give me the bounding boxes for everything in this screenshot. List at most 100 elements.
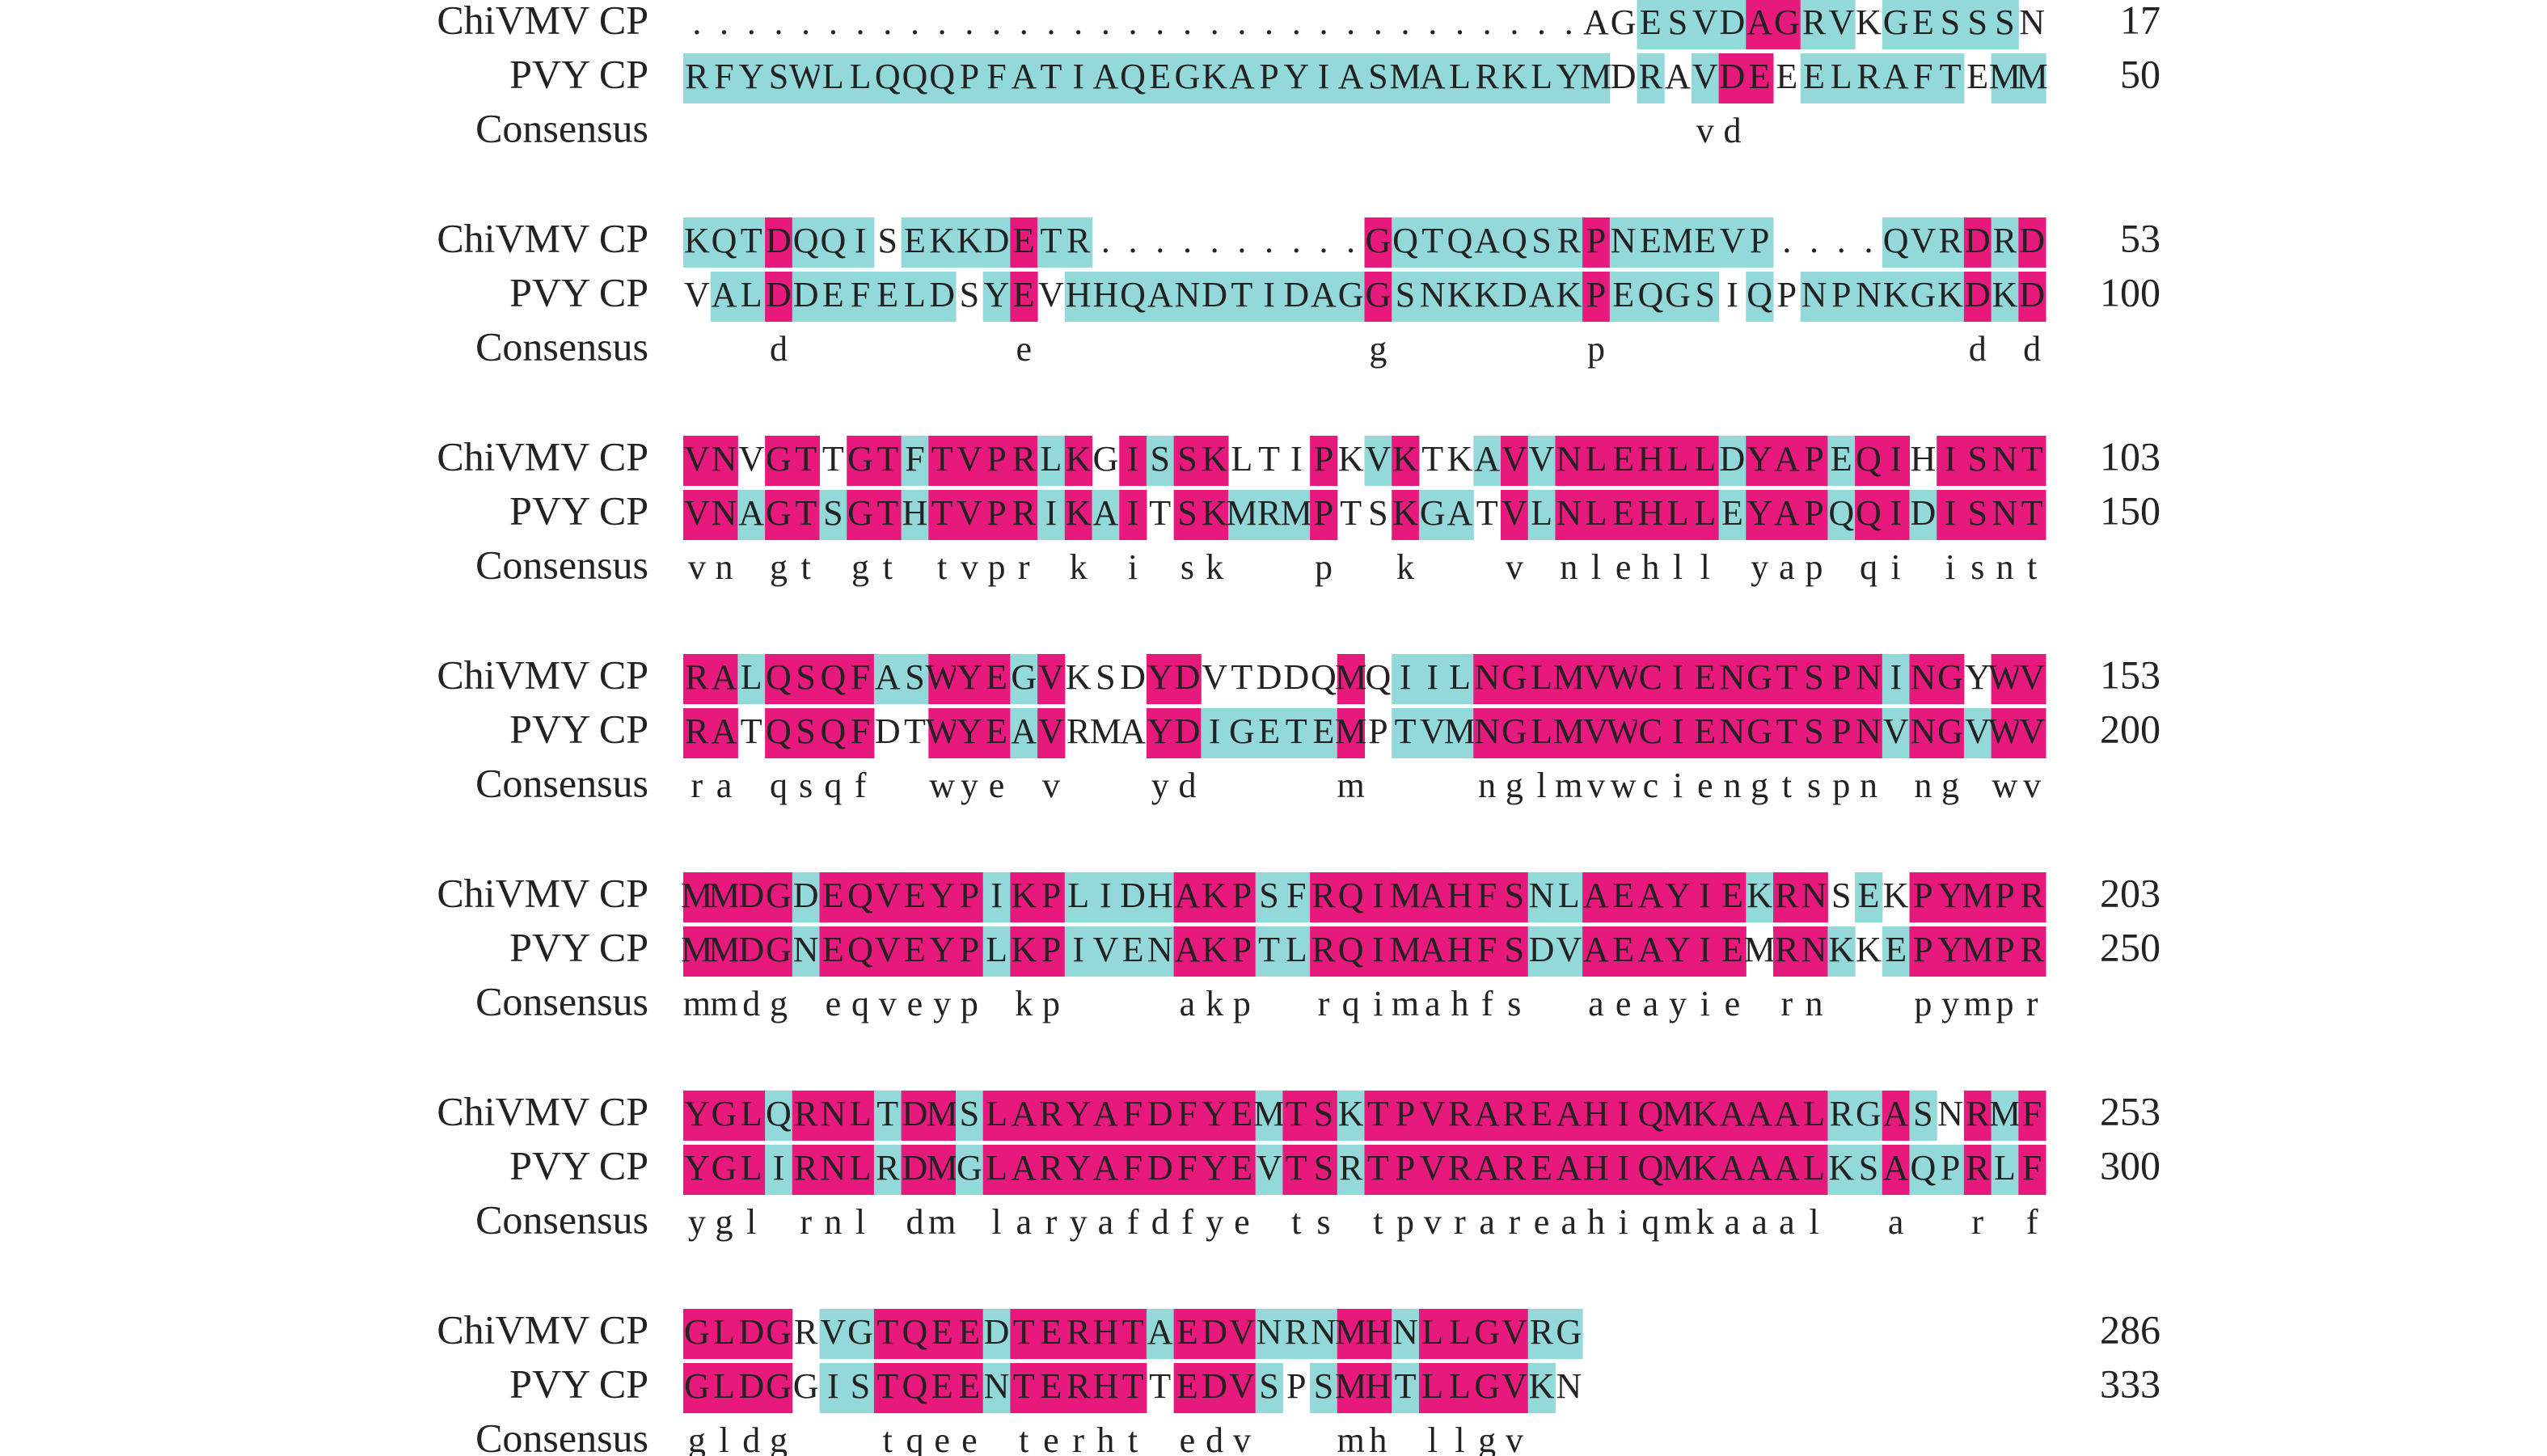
residue: T <box>1041 57 1062 96</box>
residue-shade <box>1555 872 1583 922</box>
residue: . <box>1346 2 1355 42</box>
residue-shade <box>1392 654 1420 704</box>
residue-shade <box>1746 872 1774 922</box>
residue-shade <box>683 53 712 103</box>
residue: N <box>793 930 819 969</box>
residue: M <box>927 1148 958 1188</box>
residue: A <box>738 493 764 533</box>
residue: I <box>1100 876 1112 915</box>
residue: K <box>1828 930 1854 969</box>
residue-shade <box>1664 436 1692 486</box>
residue-shade <box>1501 436 1529 486</box>
residue-shade <box>1255 490 1283 540</box>
residue-shade <box>1010 272 1038 322</box>
residue-shade <box>1637 272 1665 322</box>
residue: A <box>1556 1148 1582 1188</box>
residue: N <box>1992 439 2018 479</box>
residue: K <box>1529 1366 1555 1406</box>
consensus-residue: r <box>1018 547 1030 587</box>
sequence-name: PVY CP <box>509 269 648 314</box>
residue: L <box>1586 439 1607 479</box>
consensus-residue: q <box>770 766 788 805</box>
residue-shade <box>1718 708 1747 758</box>
residue-shade <box>1882 490 1910 540</box>
residue: R <box>1966 1148 1990 1188</box>
residue: A <box>1720 1148 1746 1188</box>
consensus-residue: g <box>770 984 788 1023</box>
residue: I <box>1617 1094 1629 1133</box>
residue: A <box>1092 57 1118 96</box>
residue: V <box>1502 439 1527 479</box>
residue: D <box>929 275 955 314</box>
residue: W <box>1988 711 2022 751</box>
residue-shade <box>1963 490 1992 540</box>
residue: P <box>1041 930 1061 969</box>
residue-shade <box>1800 0 1828 49</box>
residue: V <box>1556 930 1582 969</box>
residue: V <box>1502 1366 1527 1406</box>
consensus-residue: d <box>742 984 760 1023</box>
consensus-residue: n <box>1560 547 1578 587</box>
consensus-residue: e <box>1016 329 1032 369</box>
residue-shade <box>1446 654 1474 704</box>
residue-shade <box>1800 436 1828 486</box>
residue: D <box>1502 275 1527 314</box>
consensus-residue: r <box>1781 984 1793 1023</box>
residue-shade <box>1037 926 1066 977</box>
residue-shade <box>1991 0 2019 49</box>
residue: V <box>875 876 901 915</box>
residue: S <box>1505 930 1524 969</box>
residue: K <box>1202 439 1227 479</box>
residue-shade <box>1228 708 1257 758</box>
residue-shade <box>683 490 712 540</box>
residue: T <box>1122 1312 1144 1352</box>
residue-shade <box>1773 654 1801 704</box>
residue-shade <box>1446 217 1474 268</box>
residue: R <box>1285 1312 1309 1352</box>
residue: L <box>1667 439 1689 479</box>
residue: E <box>1912 2 1934 42</box>
residue: R <box>1802 2 1827 42</box>
end-position: 17 <box>2120 0 2161 42</box>
consensus-residue: w <box>1611 766 1637 805</box>
residue: V <box>684 275 710 314</box>
consensus-residue: v <box>1587 766 1605 805</box>
residue-shade <box>1827 436 1856 486</box>
residue: . <box>965 2 974 42</box>
consensus-residue: s <box>1970 547 1984 587</box>
residue-shade <box>847 490 875 540</box>
residue: Q <box>766 657 792 697</box>
residue: D <box>793 275 819 314</box>
residue-shade <box>1064 436 1092 486</box>
residue-shade <box>1991 708 2019 758</box>
residue-shade <box>847 53 875 103</box>
consensus-residue: e <box>1616 547 1632 587</box>
residue: L <box>904 275 926 314</box>
residue: . <box>1265 221 1274 260</box>
residue-shade <box>1991 272 2019 322</box>
consensus-residue: p <box>988 547 1006 587</box>
residue: F <box>1477 876 1497 915</box>
consensus-residue: a <box>1751 1202 1768 1242</box>
residue: S <box>1151 439 1170 479</box>
residue-shade <box>819 654 847 704</box>
residue-shade <box>1092 926 1120 977</box>
residue: P <box>1259 57 1278 96</box>
residue: L <box>1041 439 1062 479</box>
residue-shade <box>982 708 1011 758</box>
residue: W <box>925 711 959 751</box>
residue: Q <box>1828 493 1854 533</box>
residue: S <box>1314 1094 1333 1133</box>
residue-shade <box>2018 217 2046 268</box>
residue-shade <box>1201 926 1229 977</box>
consensus-residue: d <box>906 1202 923 1242</box>
consensus-residue: m <box>1664 1202 1692 1242</box>
residue: E <box>904 221 926 260</box>
residue: E <box>958 1366 980 1406</box>
residue: G <box>766 493 792 533</box>
consensus-residue: m <box>710 984 737 1023</box>
residue: T <box>1286 1148 1307 1188</box>
residue: A <box>1011 711 1037 751</box>
residue: Y <box>984 275 1010 314</box>
residue: L <box>1067 876 1089 915</box>
